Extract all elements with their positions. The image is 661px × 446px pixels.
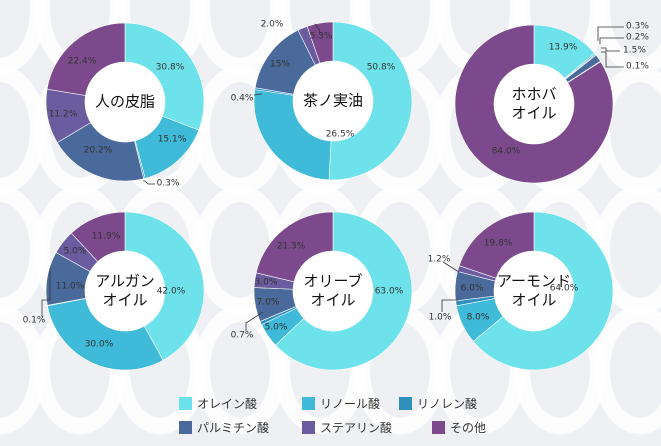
- donut-chart-2: 50.8% 26.5% 0.4% 15% 2.0% 5.3% 茶ノ実油: [231, 20, 413, 181]
- data-label: 1.2%: [428, 255, 451, 265]
- slice-oleic: [328, 21, 413, 181]
- leader-line: [601, 51, 624, 68]
- legend-swatch: [302, 421, 315, 434]
- legend-swatch: [302, 397, 315, 410]
- data-label: 15.1%: [158, 135, 187, 145]
- leader-line: [143, 180, 155, 185]
- leader-line: [599, 37, 624, 44]
- data-label: 30.0%: [85, 340, 114, 350]
- data-label: 5.0%: [64, 247, 87, 257]
- data-label: 0.1%: [23, 316, 46, 326]
- data-label: 11.9%: [92, 232, 121, 242]
- data-label: 15%: [270, 60, 290, 70]
- leader-line: [597, 26, 624, 41]
- chart-title: オリーブ: [303, 272, 362, 290]
- legend-label: リノール酸: [320, 397, 381, 411]
- legend-swatch: [432, 421, 445, 434]
- data-label: 1.5%: [623, 46, 646, 56]
- leader-line: [314, 23, 321, 36]
- data-label: 0.1%: [626, 62, 649, 72]
- data-label: 64.0%: [550, 284, 579, 294]
- chart-title: 人の皮脂: [95, 93, 155, 111]
- data-label: 30.8%: [156, 63, 185, 73]
- legend-label: オレイン酸: [197, 397, 258, 411]
- leader-line: [253, 93, 263, 96]
- donut-hole: [293, 61, 373, 141]
- slice-other: [458, 211, 535, 279]
- leader-line: [442, 261, 460, 273]
- chart-title: オイル: [511, 291, 556, 309]
- legend-item-linoleic: リノール酸: [302, 395, 380, 412]
- chart-title: アーモンド: [497, 272, 571, 290]
- data-label: 0.4%: [231, 94, 254, 104]
- data-label: 26.5%: [326, 130, 355, 140]
- legend-label: リノレン酸: [417, 397, 478, 411]
- leader-line: [41, 268, 51, 317]
- donut-hole: [494, 64, 574, 144]
- legend-label: その他: [450, 421, 487, 435]
- donut-hole: [85, 62, 165, 142]
- data-label: 0.2%: [626, 33, 649, 43]
- data-label: 19.8%: [484, 239, 513, 249]
- legend-item-linolenic: リノレン酸: [399, 395, 477, 412]
- leader-line: [245, 311, 264, 331]
- chart-title: オイル: [310, 291, 355, 309]
- data-label: 20.2%: [84, 146, 113, 156]
- legend-item-oleic: オレイン酸: [179, 395, 257, 412]
- data-label: 5.3%: [310, 32, 333, 42]
- donut-hole: [85, 251, 165, 331]
- leader-line: [601, 47, 620, 52]
- chart-title: アルガン: [95, 272, 154, 290]
- leader-line: [441, 299, 459, 312]
- data-label: 63.0%: [375, 287, 404, 297]
- legend-label: パルミチン酸: [197, 421, 270, 435]
- data-label: 0.7%: [231, 331, 254, 341]
- legend-item-other: その他: [432, 419, 486, 436]
- data-label: 22.4%: [68, 57, 97, 67]
- data-label: 7.0%: [257, 298, 280, 308]
- legend-swatch: [179, 421, 192, 434]
- chart-title: オイル: [102, 291, 147, 309]
- donut-chart-1: 30.8% 15.1% 0.3% 20.2% 11.2% 22.4% 人の皮脂: [45, 22, 205, 189]
- legend-item-palmitic: パルミチン酸: [179, 419, 269, 436]
- data-label: 11.2%: [49, 110, 78, 120]
- data-label: 13.9%: [549, 43, 578, 53]
- data-label: 50.8%: [367, 63, 396, 73]
- data-label: 2.0%: [261, 20, 284, 30]
- data-label: 3.0%: [255, 278, 278, 288]
- chart-title: 茶ノ実油: [303, 92, 363, 110]
- data-label: 84.0%: [492, 147, 521, 157]
- donut-hole: [494, 251, 574, 331]
- data-label: 1.0%: [429, 313, 452, 323]
- data-label: 0.3%: [626, 22, 649, 32]
- data-label: 6.0%: [461, 284, 484, 294]
- legend-label: ステアリン酸: [320, 421, 393, 435]
- data-label: 21.3%: [277, 242, 306, 252]
- data-label: 11.0%: [56, 282, 85, 292]
- legend-item-stearic: ステアリン酸: [302, 419, 392, 436]
- data-label: 5.0%: [265, 323, 288, 333]
- chart-title: ホホバ: [511, 85, 556, 103]
- chart-title: オイル: [511, 104, 556, 122]
- data-label: 8.0%: [467, 313, 490, 323]
- data-label: 42.0%: [157, 287, 186, 297]
- data-label: 0.3%: [157, 179, 180, 189]
- legend-swatch: [399, 397, 412, 410]
- legend-swatch: [179, 397, 192, 410]
- donut-hole: [293, 251, 373, 331]
